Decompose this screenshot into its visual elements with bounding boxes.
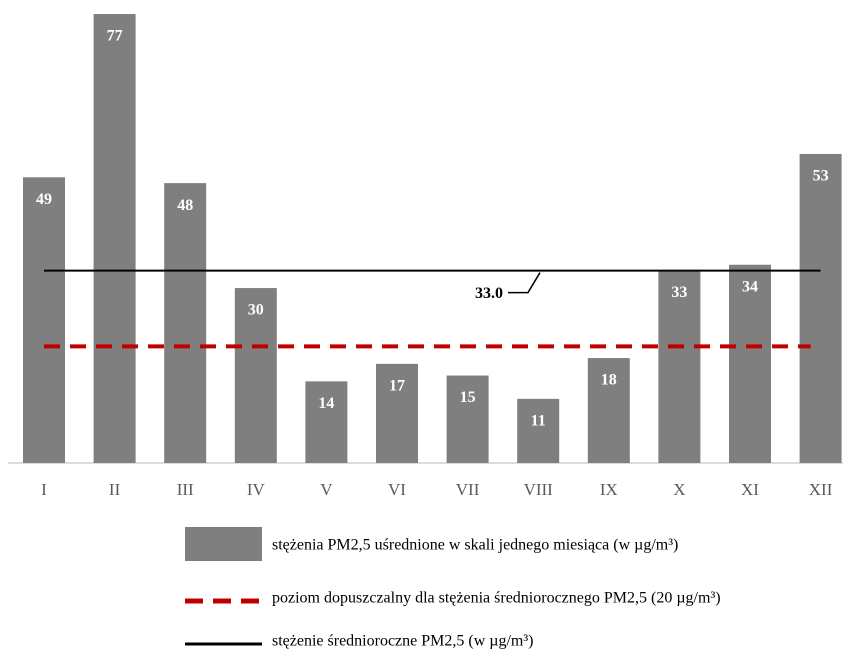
leader-line (508, 272, 541, 294)
bar (234, 288, 277, 463)
legend-swatch (185, 527, 262, 561)
data-label: 11 (531, 413, 546, 430)
x-tick-label: V (320, 480, 333, 499)
x-tick-label: IX (600, 480, 618, 499)
line-label: 33.0 (475, 285, 503, 302)
legend-label: poziom dopuszczalny dla stężenia średnio… (272, 590, 721, 607)
bar (517, 398, 560, 463)
data-label: 49 (36, 191, 52, 208)
bar (305, 381, 348, 463)
x-tick-label: III (177, 480, 194, 499)
data-label: 77 (107, 28, 123, 45)
x-tick-label: IV (247, 480, 266, 499)
x-tick-label: XII (809, 480, 833, 499)
bar (23, 177, 65, 464)
bar (729, 264, 771, 463)
data-label: 30 (248, 302, 264, 319)
bar (799, 153, 842, 463)
data-label: 48 (177, 197, 193, 214)
x-tick-label: II (109, 480, 121, 499)
x-tick-label: VI (388, 480, 406, 499)
bar (93, 14, 136, 463)
x-tick-label: I (41, 480, 47, 499)
data-label: 33 (671, 284, 687, 301)
data-label: 17 (389, 378, 405, 395)
bar (446, 375, 489, 463)
bar (376, 363, 418, 463)
bar (658, 270, 701, 463)
data-label: 18 (601, 372, 617, 389)
x-tick-label: X (673, 480, 685, 499)
x-tick-label: VIII (524, 480, 554, 499)
legend-label: stężenie średnioroczne PM2,5 (w µg/m³) (272, 633, 534, 650)
bar (164, 183, 207, 464)
x-tick-label: VII (456, 480, 480, 499)
data-label: 14 (318, 395, 334, 412)
data-label: 15 (460, 389, 476, 406)
x-tick-label: XI (741, 480, 759, 499)
data-label: 34 (742, 278, 758, 295)
data-label: 53 (813, 168, 829, 185)
bar (587, 358, 630, 463)
legend-label: stężenia PM2,5 uśrednione w skali jedneg… (272, 537, 678, 554)
